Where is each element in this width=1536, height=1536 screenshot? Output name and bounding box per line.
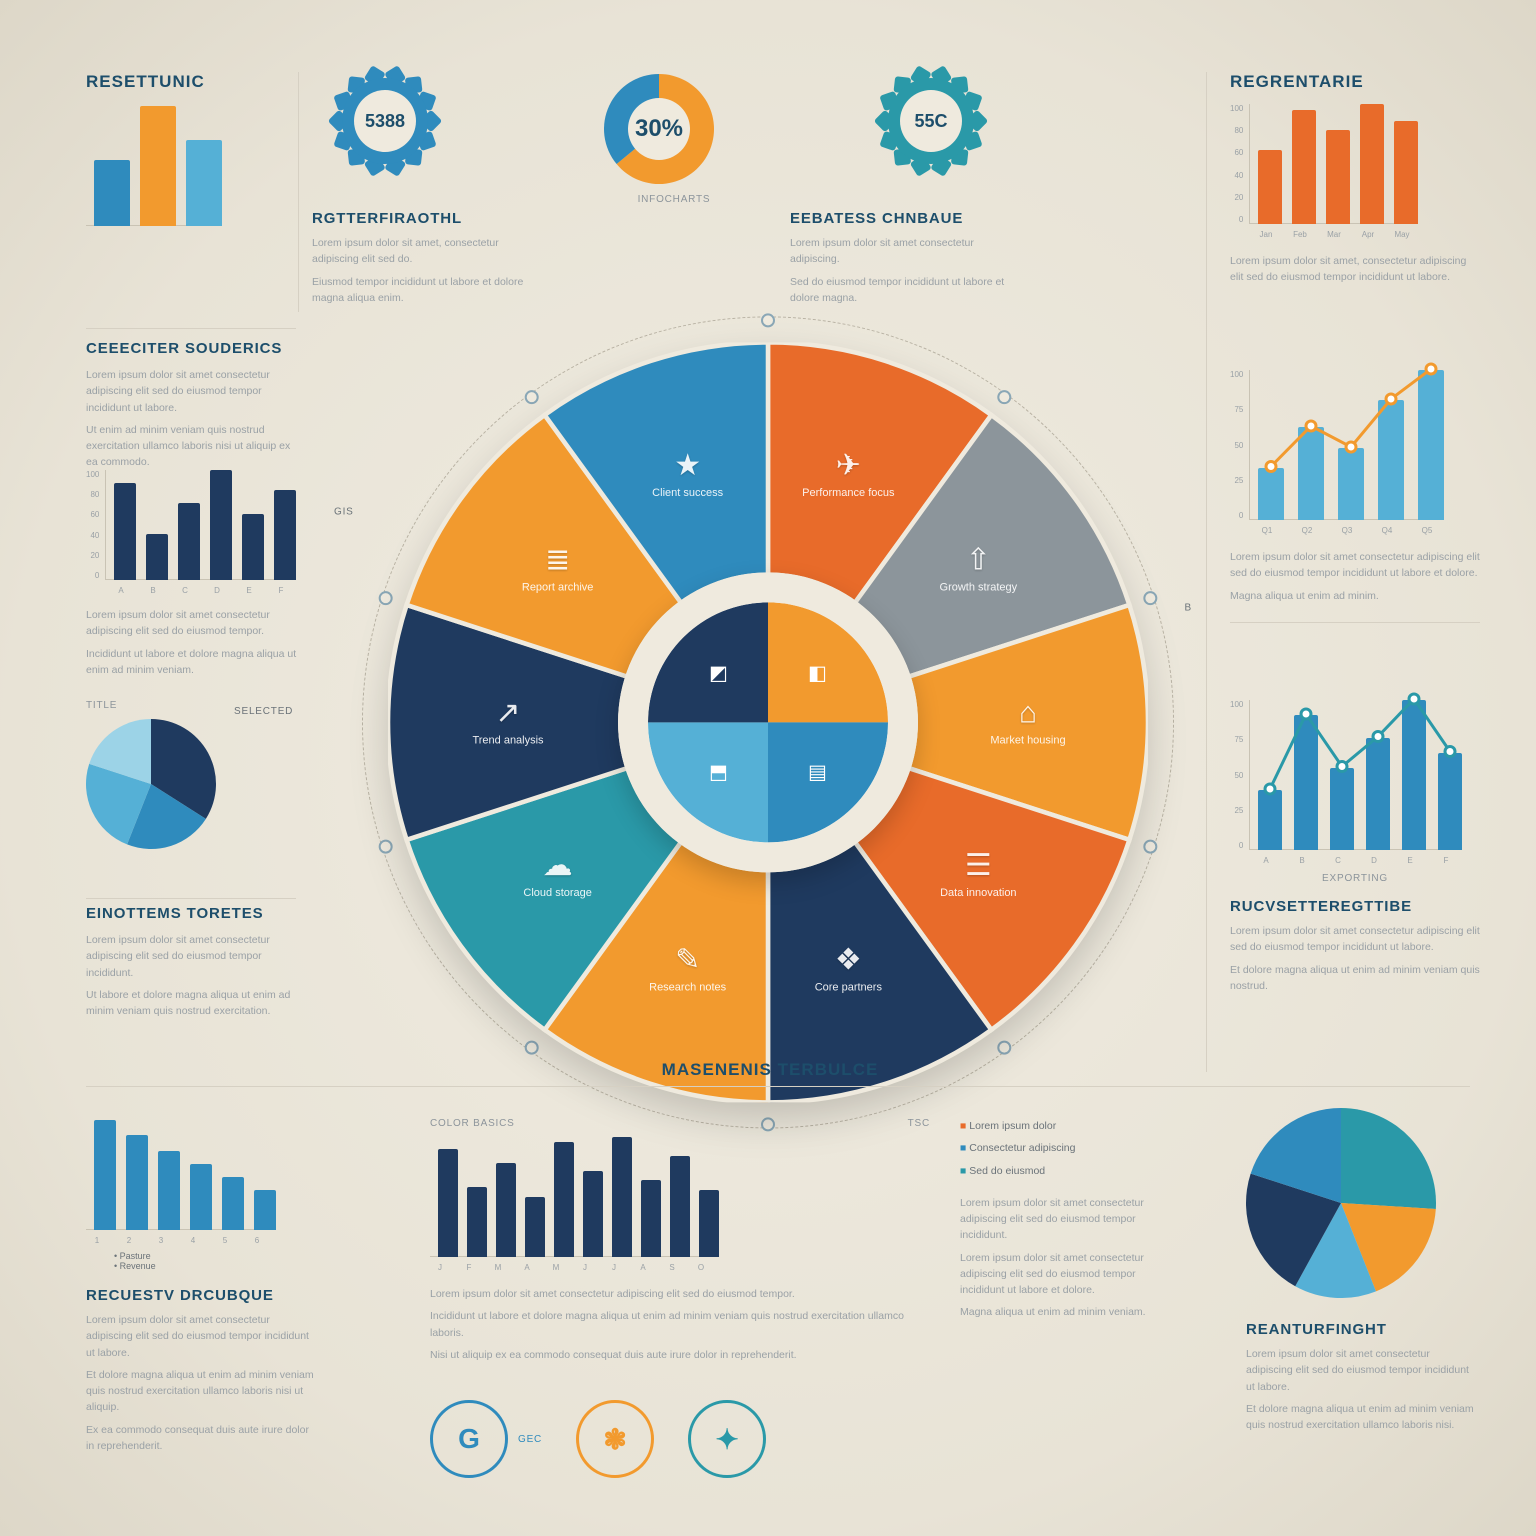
bar	[467, 1187, 487, 1257]
bar	[1292, 110, 1316, 224]
bar	[126, 1135, 148, 1230]
bar	[222, 1177, 244, 1230]
bottom-center-chart: JFMAMJJASO	[430, 1137, 930, 1272]
bar	[140, 106, 176, 226]
bar	[699, 1190, 719, 1257]
bar	[525, 1197, 545, 1257]
bar	[190, 1164, 212, 1230]
bar	[641, 1180, 661, 1257]
right-block-title: RUCVSETTEREGTTIBE	[1230, 898, 1480, 915]
right_col.block.body: Lorem ipsum dolor sit amet consectetur a…	[1230, 923, 1480, 994]
bottom-right-pie	[1246, 1108, 1476, 1303]
left_col.block1.body: Lorem ipsum dolor sit amet consectetur a…	[86, 367, 296, 471]
bottom.block_l.body: Lorem ipsum dolor sit amet consectetur a…	[86, 1312, 316, 1454]
footer-circle-icon: ❃	[576, 1400, 654, 1478]
bar	[1326, 130, 1350, 224]
top-col4-title: EEBATESS CHNBAUE	[790, 210, 1020, 227]
top-right-title: REGRENTARIE	[1230, 72, 1470, 92]
left_col.body2: Lorem ipsum dolor sit amet consectetur a…	[86, 607, 306, 678]
bar	[1258, 150, 1282, 224]
top.right_block.body: Lorem ipsum dolor sit amet, consectetur …	[1230, 253, 1470, 286]
top-left-bars	[86, 106, 296, 226]
bar	[178, 503, 200, 580]
bar	[158, 1151, 180, 1230]
bottom-left-title: RECUESTV DRCUBQUE	[86, 1287, 316, 1304]
right-chart-2: 1007550250 ABCDEF	[1230, 700, 1480, 865]
seal-2: 55C	[876, 66, 986, 176]
bar	[496, 1163, 516, 1257]
bar	[612, 1137, 632, 1257]
left-pie	[86, 719, 216, 854]
left_col.block3.body: Lorem ipsum dolor sit amet consectetur a…	[86, 932, 296, 1019]
wheel-tag-left: GIS	[334, 506, 354, 517]
bar	[186, 140, 222, 226]
right_col.body1: Lorem ipsum dolor sit amet consectetur a…	[1230, 549, 1480, 604]
top.col4.body: Lorem ipsum dolor sit amet consectetur a…	[790, 235, 1020, 306]
bottom-right-title: REANTURFINGHT	[1246, 1321, 1476, 1338]
wheel-tag-right: B	[1185, 602, 1192, 613]
bar	[94, 160, 130, 226]
top-col2-title: RGTTERFIRAOTHL	[312, 210, 532, 227]
bar	[274, 490, 296, 580]
bar	[254, 1190, 276, 1230]
bottom.col4.body: Lorem ipsum dolor sit amet consectetur a…	[960, 1195, 1180, 1321]
bar	[583, 1171, 603, 1257]
bottom-center-title: MASENENIS TERBULCE	[560, 1060, 980, 1080]
bar	[146, 534, 168, 580]
bar	[210, 470, 232, 580]
top-right-chart: 100806040200JanFebMarAprMay	[1230, 104, 1470, 239]
top.col2.body: Lorem ipsum dolor sit amet, consectetur …	[312, 235, 532, 306]
bar	[670, 1156, 690, 1257]
bar	[438, 1149, 458, 1257]
footer-circle-icon: G	[430, 1400, 508, 1478]
bar	[554, 1142, 574, 1257]
top-donut: 30%	[604, 74, 714, 184]
wheel-hub	[648, 602, 888, 842]
bar	[1394, 121, 1418, 224]
bottom.block_r.body: Lorem ipsum dolor sit amet consectetur a…	[1246, 1346, 1476, 1433]
orbit-marker	[761, 313, 775, 327]
left-chart: 100806040200ABCDEF	[86, 470, 306, 595]
bottom-chart-left: 123456	[86, 1120, 316, 1245]
bar	[242, 514, 264, 580]
bar	[1360, 104, 1384, 224]
wheel: ✈Performance focus⇧Growth strategy⌂Marke…	[388, 342, 1148, 1102]
bar	[114, 483, 136, 580]
footer-circle-icon: ✦	[688, 1400, 766, 1478]
bottom.center.body: Lorem ipsum dolor sit amet consectetur a…	[430, 1286, 930, 1363]
left-block3-title: EINOTTEMS TORETES	[86, 905, 296, 922]
left-block1-title: CEEECITER SOUDERICS	[86, 340, 296, 357]
bar	[94, 1120, 116, 1230]
right-chart-1: 1007550250 Q1Q2Q3Q4Q5	[1230, 370, 1480, 535]
seal-1: 5388	[330, 66, 440, 176]
top-left-title: RESETTUNIC	[86, 72, 296, 92]
